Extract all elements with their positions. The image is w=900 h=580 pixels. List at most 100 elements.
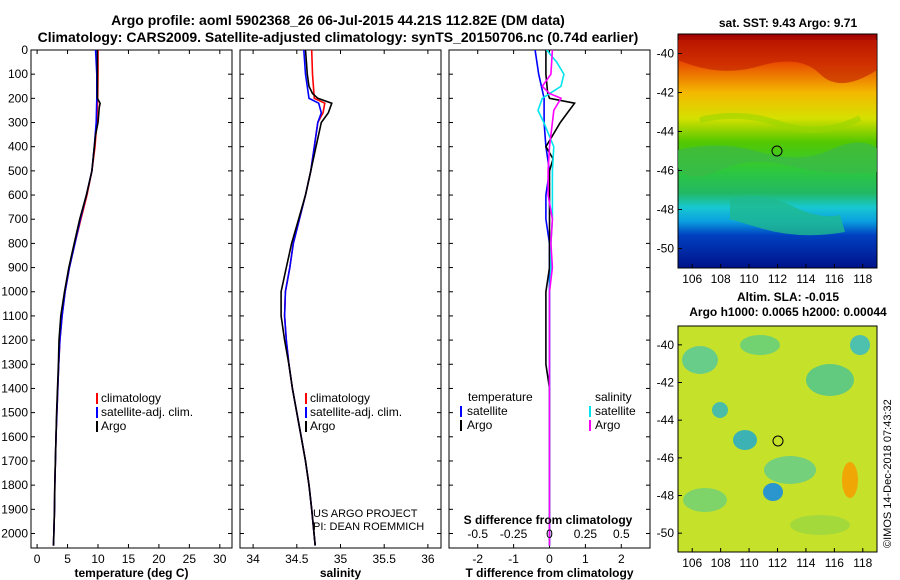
- depth-tick-label: 1000: [1, 285, 28, 299]
- legend-label: satellite-adj. clim.: [101, 405, 193, 419]
- sst-map-y-tick-label: -48: [657, 203, 675, 217]
- legend-label: satellite: [595, 404, 636, 418]
- sst-map-title: sat. SST: 9.43 Argo: 9.71: [718, 16, 858, 30]
- legend-label: climatology: [101, 391, 161, 405]
- sst-map-y-tick-label: -40: [657, 47, 675, 61]
- annotation-project: US ARGO PROJECT: [313, 508, 418, 520]
- sla-map-x-tick-label: 116: [825, 556, 844, 570]
- difference-x-tick-label: 2: [618, 552, 625, 566]
- secondary-x-tick-label: 0.25: [574, 527, 598, 541]
- difference-x-axis-label: T difference from climatology: [465, 566, 633, 580]
- depth-tick-label: 500: [8, 164, 28, 178]
- sla-argo-location-marker: [772, 435, 784, 447]
- depth-tick-label: 800: [8, 236, 28, 250]
- depth-tick-label: 900: [8, 261, 28, 275]
- difference-x-tick-label: -2: [472, 552, 483, 566]
- temperature-x-axis-label: temperature (deg C): [74, 566, 188, 580]
- depth-tick-label: 700: [8, 212, 28, 226]
- annotation-pi: PI: DEAN ROEMMICH: [313, 521, 424, 533]
- sla-map-x-tick-label: 110: [740, 556, 759, 570]
- depth-tick-label: 1900: [1, 502, 28, 516]
- secondary-x-tick-label: -0.25: [500, 527, 528, 541]
- temperature-series-group: [52, 50, 101, 546]
- sla-map-x-tick-label: 106: [682, 556, 702, 570]
- temperature-x-tick-label: 30: [213, 552, 227, 566]
- depth-tick-label: 600: [8, 188, 28, 202]
- depth-tick-label: 1800: [1, 478, 28, 492]
- salinity-plot-area: [239, 49, 442, 549]
- sla-map-y-tick-label: -42: [657, 376, 675, 390]
- depth-tick-label: 1200: [1, 333, 28, 347]
- depth-tick-label: 1100: [2, 309, 28, 323]
- sla-map-y-tick-label: -48: [657, 489, 675, 503]
- sst-map-y-tick-label: -46: [657, 164, 675, 178]
- salinity-x-tick-label: 35.5: [373, 552, 397, 566]
- depth-tick-label: 2000: [1, 526, 28, 540]
- legend-title-temperature: temperature: [468, 390, 533, 404]
- depth-tick-label: 400: [8, 140, 28, 154]
- depth-tick-label: 1300: [1, 357, 28, 371]
- sla-map-y-tick-label: -50: [657, 526, 675, 540]
- depth-tick-label: 1700: [1, 454, 28, 468]
- difference-x-tick-label: -1: [508, 552, 519, 566]
- depth-tick-label: 1400: [1, 381, 28, 395]
- sst-map-x-tick-label: 110: [740, 272, 759, 286]
- sla-map-y-tick-label: -44: [657, 413, 675, 427]
- legend-label: satellite-adj. clim.: [310, 405, 402, 419]
- temperature-x-tick-label: 20: [152, 552, 166, 566]
- sst-map-x-tick-label: 112: [768, 272, 787, 286]
- depth-tick-label: 1500: [1, 406, 28, 420]
- sla-map-title-line2: Argo h1000: 0.0065 h2000: 0.00044: [689, 305, 887, 319]
- depth-tick-label: 200: [8, 91, 28, 105]
- sst-map-x-tick-label: 108: [711, 272, 731, 286]
- series-line-salinity-argo: [541, 50, 563, 546]
- sla-map-y-tick-label: -40: [657, 338, 675, 352]
- sst-map-y-tick-label: -50: [657, 242, 675, 256]
- temperature-x-tick-label: 5: [64, 552, 71, 566]
- sst-map-x-tick-label: 114: [796, 272, 815, 286]
- sla-map-x-tick-label: 118: [853, 556, 872, 570]
- sla-map-y-tick-label: -46: [657, 451, 675, 465]
- sla-map-title-line1: Altim. SLA: -0.015: [736, 290, 840, 304]
- legend-label: satellite: [467, 404, 508, 418]
- figure-title-line2: Climatology: CARS2009. Satellite-adjuste…: [37, 29, 639, 45]
- sst-map-y-tick-label: -44: [657, 125, 675, 139]
- legend-label: Argo: [467, 418, 493, 432]
- secondary-x-axis-label: S difference from climatology: [464, 513, 633, 527]
- series-line-argo: [52, 50, 101, 546]
- salinity-x-tick-label: 35: [334, 552, 348, 566]
- series-line-argo: [280, 50, 333, 546]
- sst-map-y-tick-label: -42: [657, 86, 675, 100]
- legend-label: Argo: [310, 419, 336, 433]
- legend-label: Argo: [101, 419, 127, 433]
- sla-map-x-tick-label: 114: [796, 556, 815, 570]
- depth-tick-label: 0: [21, 43, 28, 57]
- sla-map-x-tick-label: 112: [768, 556, 787, 570]
- legend-title-salinity: salinity: [595, 390, 632, 404]
- salinity-series-group: [280, 50, 333, 546]
- credit-text: ©IMOS 14-Dec-2018 07:43:32: [882, 399, 894, 548]
- figure-title-line1: Argo profile: aoml 5902368_26 06-Jul-201…: [111, 12, 565, 28]
- temperature-x-tick-label: 0: [34, 552, 41, 566]
- temperature-x-tick-label: 10: [91, 552, 105, 566]
- sla-map-features: [682, 335, 870, 535]
- depth-tick-label: 100: [8, 67, 28, 81]
- difference-series-group: [534, 50, 576, 546]
- temperature-x-tick-label: 25: [183, 552, 197, 566]
- salinity-x-tick-label: 34: [246, 552, 260, 566]
- secondary-x-tick-label: -0.5: [467, 527, 488, 541]
- difference-x-tick-label: 0: [546, 552, 553, 566]
- legend-label: Argo: [595, 418, 621, 432]
- sst-map-x-tick-label: 116: [825, 272, 844, 286]
- depth-tick-label: 1600: [1, 430, 28, 444]
- sla-map-x-tick-label: 108: [711, 556, 731, 570]
- salinity-x-tick-label: 34.5: [285, 552, 309, 566]
- sst-map-x-tick-label: 118: [853, 272, 872, 286]
- secondary-x-tick-label: 0: [546, 527, 553, 541]
- salinity-x-axis-label: salinity: [320, 566, 362, 580]
- salinity-x-tick-label: 36: [421, 552, 435, 566]
- secondary-x-tick-label: 0.5: [613, 527, 630, 541]
- temperature-plot-area: [30, 49, 233, 549]
